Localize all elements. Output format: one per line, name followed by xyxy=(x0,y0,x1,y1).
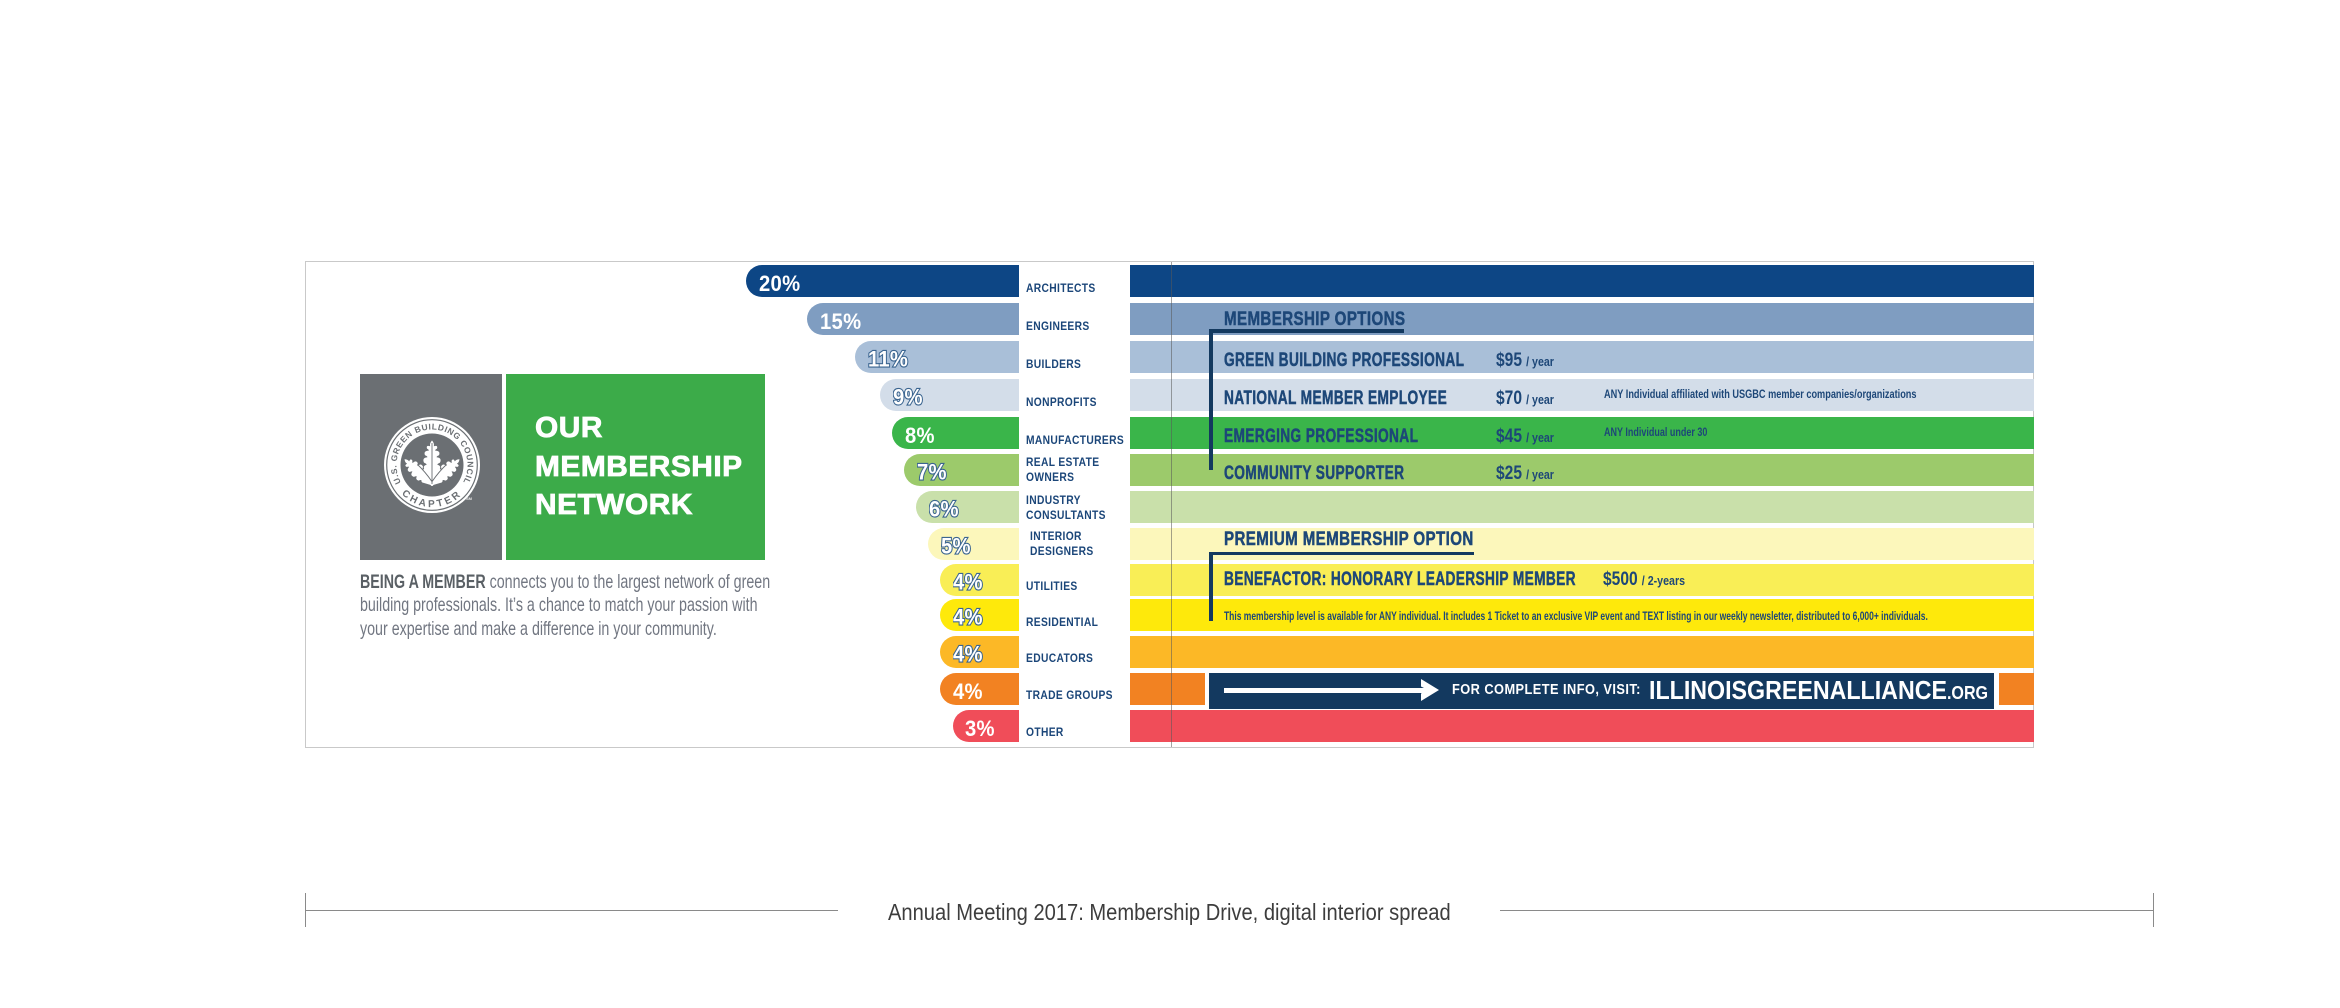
svg-text:4%: 4% xyxy=(953,570,983,594)
svg-text:4%: 4% xyxy=(953,606,983,630)
svg-text:11%: 11% xyxy=(868,348,908,372)
svg-text:6%: 6% xyxy=(929,498,959,522)
svg-text:9%: 9% xyxy=(893,386,923,410)
svg-text:5%: 5% xyxy=(941,534,971,558)
svg-text:7%: 7% xyxy=(917,461,947,485)
svg-text:4%: 4% xyxy=(953,642,983,666)
